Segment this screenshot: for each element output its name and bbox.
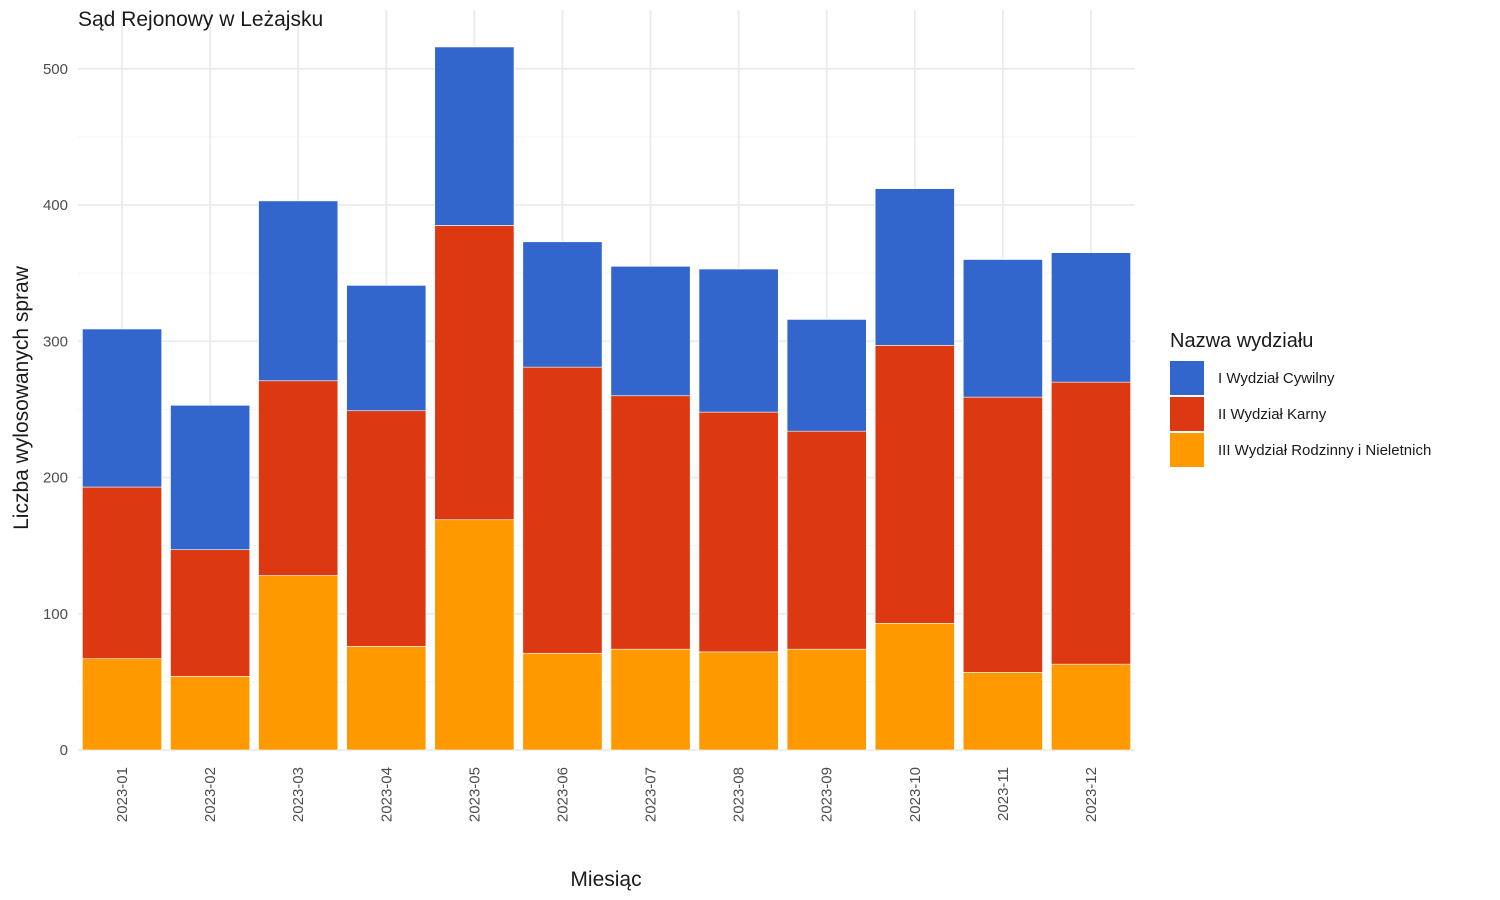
bar-segment xyxy=(962,672,1043,751)
y-axis-title: Liczba wylosowanych spraw xyxy=(10,265,33,530)
bar-segment xyxy=(434,46,515,226)
y-tick-label: 300 xyxy=(43,333,68,350)
bar-segment xyxy=(82,658,162,751)
bar-segment xyxy=(434,225,515,521)
x-tick-label: 2023-06 xyxy=(554,767,571,822)
bar-segment xyxy=(434,519,515,751)
bar-segment xyxy=(1051,252,1131,383)
bar-segment xyxy=(82,328,162,488)
bar-segment xyxy=(1051,663,1131,751)
legend-title: Nazwa wydziału xyxy=(1170,330,1313,352)
x-tick-label: 2023-01 xyxy=(114,767,131,822)
legend-label: III Wydział Rodzinny i Nieletnich xyxy=(1218,442,1431,459)
chart-title: Sąd Rejonowy w Leżajsku xyxy=(78,8,323,31)
bar-segment xyxy=(522,652,603,751)
bar-segment xyxy=(786,430,867,650)
x-tick-label: 2023-09 xyxy=(819,767,836,822)
bar-segment xyxy=(610,266,691,397)
x-tick-label: 2023-07 xyxy=(643,767,660,822)
bar-segment xyxy=(698,411,779,653)
x-tick-label: 2023-11 xyxy=(995,767,1012,821)
bar-segment xyxy=(610,648,691,751)
x-axis-title: Miesiąc xyxy=(570,868,641,891)
bar-segment xyxy=(874,622,955,751)
bar-segment xyxy=(170,549,251,677)
bar-segment xyxy=(698,268,779,413)
bar-segment xyxy=(82,486,162,660)
bar-segment xyxy=(522,366,603,654)
bar-segment xyxy=(170,676,251,751)
bar-segment xyxy=(786,319,867,432)
x-tick-label: 2023-12 xyxy=(1083,767,1100,822)
bar-segment xyxy=(610,395,691,650)
y-tick-label: 400 xyxy=(43,197,68,214)
y-tick-label: 500 xyxy=(43,61,68,78)
x-tick-label: 2023-08 xyxy=(731,767,748,822)
x-tick-label: 2023-04 xyxy=(378,767,395,822)
bar-segment xyxy=(170,404,251,551)
legend-label: II Wydział Karny xyxy=(1218,406,1327,423)
legend-label: I Wydział Cywilny xyxy=(1218,370,1335,387)
bar-segment xyxy=(874,188,955,346)
x-tick-label: 2023-03 xyxy=(290,767,307,822)
bar-segment xyxy=(258,200,339,382)
bar-segment xyxy=(522,241,603,368)
bar-segment xyxy=(698,651,779,751)
bar-segment xyxy=(962,259,1043,398)
bar-segment xyxy=(874,345,955,624)
bar-segment xyxy=(346,410,427,647)
bar-segment xyxy=(786,648,867,751)
y-axis-ticks: 0 100 200 300 400 500 xyxy=(43,61,68,759)
legend: Nazwa wydziału I Wydział Cywilny II Wydzi… xyxy=(1170,330,1431,467)
x-axis-ticks: 2023-01 2023-02 2023-03 2023-04 2023-05 2023-… xyxy=(114,767,1100,822)
y-tick-label: 200 xyxy=(43,470,68,487)
bar-segment xyxy=(1051,381,1131,665)
bar-segment xyxy=(258,575,339,751)
bars-layer xyxy=(82,46,1131,751)
bar-segment xyxy=(346,646,427,751)
legend-swatch xyxy=(1170,397,1204,431)
legend-swatch xyxy=(1170,433,1204,467)
x-tick-label: 2023-02 xyxy=(202,767,219,822)
bar-segment xyxy=(258,380,339,576)
bar-segment xyxy=(962,396,1043,673)
x-tick-label: 2023-10 xyxy=(907,767,924,822)
bar-segment xyxy=(346,285,427,412)
y-tick-label: 100 xyxy=(43,606,68,623)
legend-swatch xyxy=(1170,361,1204,395)
y-tick-label: 0 xyxy=(60,742,68,759)
x-tick-label: 2023-05 xyxy=(466,767,483,822)
